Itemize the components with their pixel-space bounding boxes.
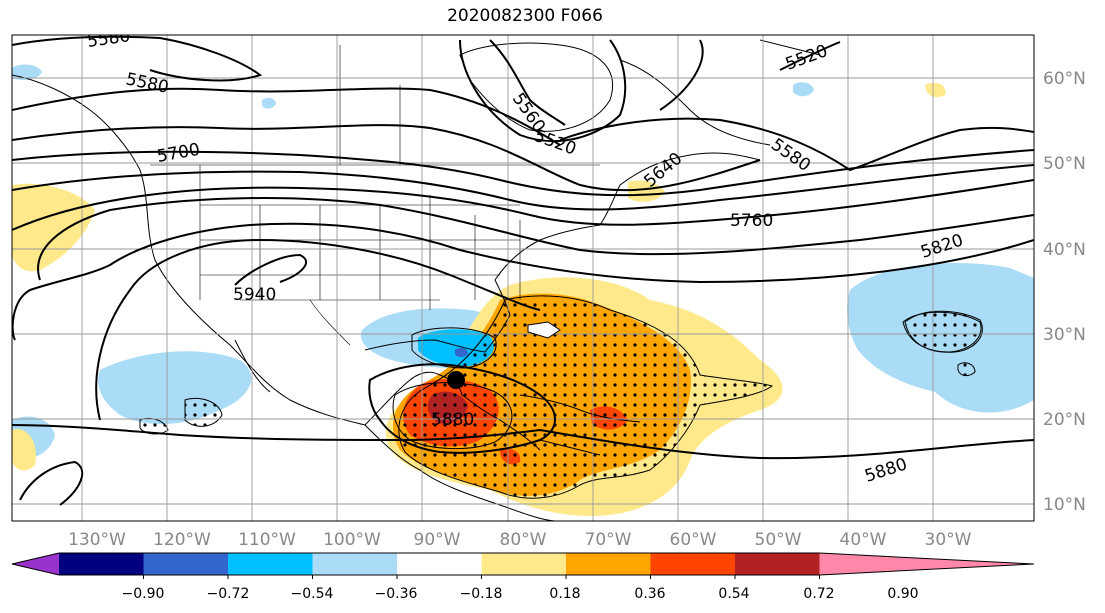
colorbar-swatch: [650, 553, 736, 575]
lat-label: 50°N: [1043, 154, 1086, 174]
lon-label: 90°W: [414, 530, 461, 550]
colorbar-extend-low: [12, 553, 59, 575]
map-title: 2020082300 F066: [447, 6, 603, 26]
lat-label: 10°N: [1043, 495, 1086, 515]
contour-label: 5760: [730, 211, 773, 231]
colorbar: [11, 552, 1035, 579]
lon-label: 100°W: [323, 530, 381, 550]
colorbar-swatch: [228, 553, 313, 575]
colorbar-tick-label: −0.90: [122, 586, 165, 602]
colorbar-outline: [11, 552, 1035, 576]
colorbar-swatch: [312, 553, 398, 575]
lat-label: 60°N: [1043, 69, 1086, 89]
lon-label: 120°W: [153, 530, 211, 550]
colorbar-tick-label: 0.72: [803, 586, 834, 602]
lat-label: 20°N: [1043, 410, 1086, 430]
colorbar-tick-label: −0.18: [460, 586, 503, 602]
colorbar-swatch: [143, 553, 229, 575]
colorbar-tick-label: 0.54: [718, 586, 749, 602]
storm-center-marker: [447, 371, 465, 389]
colorbar-tick-label: −0.72: [207, 586, 250, 602]
colorbar-extend-high: [819, 553, 1034, 575]
lon-label: 110°W: [238, 530, 296, 550]
lon-label: 130°W: [68, 530, 126, 550]
lon-label: 60°W: [670, 530, 717, 550]
colorbar-tick-label: 0.18: [549, 586, 580, 602]
lon-label: 70°W: [585, 530, 632, 550]
colorbar-swatch: [59, 553, 144, 575]
colorbar-tick-label: 0.36: [634, 586, 665, 602]
colorbar-swatch: [397, 553, 482, 575]
colorbar-tick-labels: −0.90 −0.72 −0.54 −0.36 −0.18 0.18 0.36 …: [122, 586, 919, 602]
lon-label: 50°W: [755, 530, 802, 550]
colorbar-tick-label: −0.36: [375, 586, 418, 602]
colorbar-swatch: [566, 553, 651, 575]
longitude-labels: 130°W 120°W 110°W 100°W 90°W 80°W 70°W 6…: [68, 530, 972, 550]
contour-label: 5880: [431, 410, 474, 430]
latitude-labels: 60°N 50°N 40°N 30°N 20°N 10°N: [1043, 69, 1086, 515]
map-area: 5580 5580 5700 5940 5520 5560 5520 5580 …: [12, 35, 1034, 521]
contour-label: 5940: [233, 285, 276, 305]
coastlines: [12, 39, 821, 521]
colorbar-swatch: [481, 553, 567, 575]
lon-label: 80°W: [500, 530, 547, 550]
lon-label: 40°W: [840, 530, 887, 550]
height-contours: [12, 35, 1034, 506]
colorbar-tick-label: −0.54: [291, 586, 334, 602]
colorbar-tick-label: 0.90: [887, 586, 918, 602]
map-frame: [11, 34, 1035, 522]
lon-label: 30°W: [925, 530, 972, 550]
lat-label: 30°N: [1043, 325, 1086, 345]
lat-label: 40°N: [1043, 240, 1086, 260]
colorbar-swatch: [735, 553, 820, 575]
